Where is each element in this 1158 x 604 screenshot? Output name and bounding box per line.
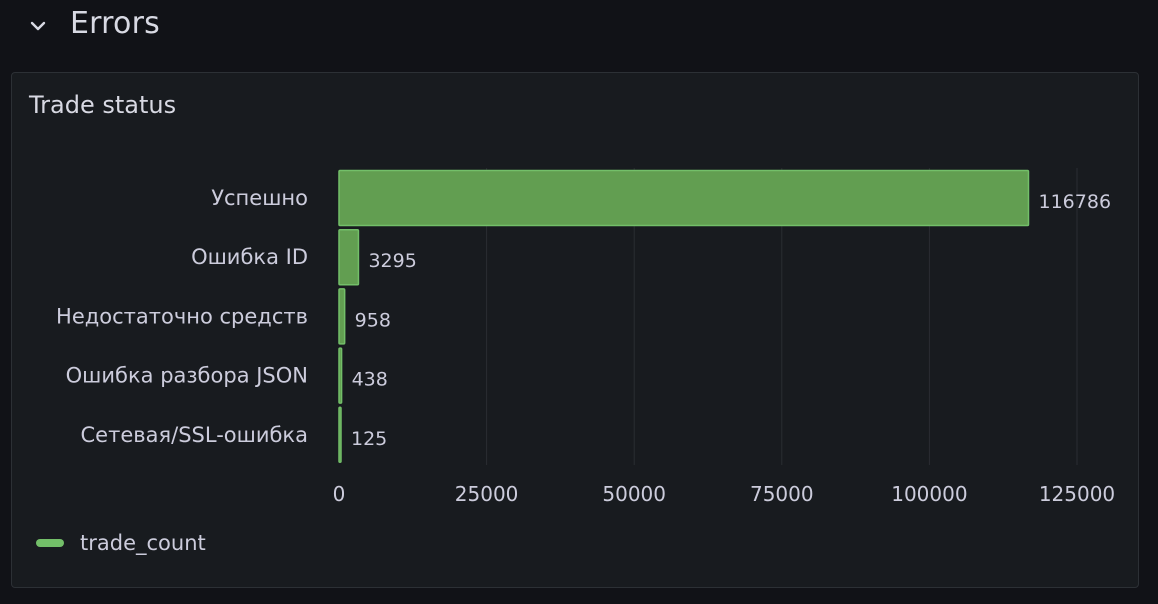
category-label: Недостаточно средств xyxy=(56,304,308,328)
category-label: Ошибка ID xyxy=(191,245,308,269)
x-tick-label: 75000 xyxy=(750,482,814,506)
x-tick-label: 25000 xyxy=(455,482,519,506)
legend-item[interactable]: trade_count xyxy=(36,527,206,559)
x-tick-label: 50000 xyxy=(602,482,666,506)
x-tick-label: 0 xyxy=(333,482,346,506)
x-tick-label: 100000 xyxy=(891,482,967,506)
value-label: 3295 xyxy=(368,250,416,272)
row-header[interactable]: Errors xyxy=(0,0,1158,56)
category-label: Успешно xyxy=(211,186,308,210)
value-label: 116786 xyxy=(1039,191,1112,213)
value-label: 125 xyxy=(351,428,387,450)
bar xyxy=(338,169,1030,227)
bar xyxy=(338,406,342,464)
legend-label: trade_count xyxy=(80,531,206,555)
bar xyxy=(338,347,343,404)
panel-title: Trade status xyxy=(29,91,177,119)
value-label: 438 xyxy=(352,369,388,391)
bar-chart: 0 25000 50000 75000 100000 125000 Успешно 11678… xyxy=(56,168,1115,506)
category-label: Ошибка разбора JSON xyxy=(66,364,308,388)
value-label: 958 xyxy=(355,309,391,331)
panel: Trade status 0 25000 50000 75000 100000 12500… xyxy=(11,72,1139,588)
category-label: Сетевая/SSL-ошибка xyxy=(81,423,308,447)
legend-swatch xyxy=(36,539,64,547)
bar xyxy=(338,288,346,345)
x-tick-label: 125000 xyxy=(1039,482,1115,506)
row-title: Errors xyxy=(70,6,160,41)
bar xyxy=(338,228,360,286)
chevron-down-icon[interactable] xyxy=(28,14,48,38)
